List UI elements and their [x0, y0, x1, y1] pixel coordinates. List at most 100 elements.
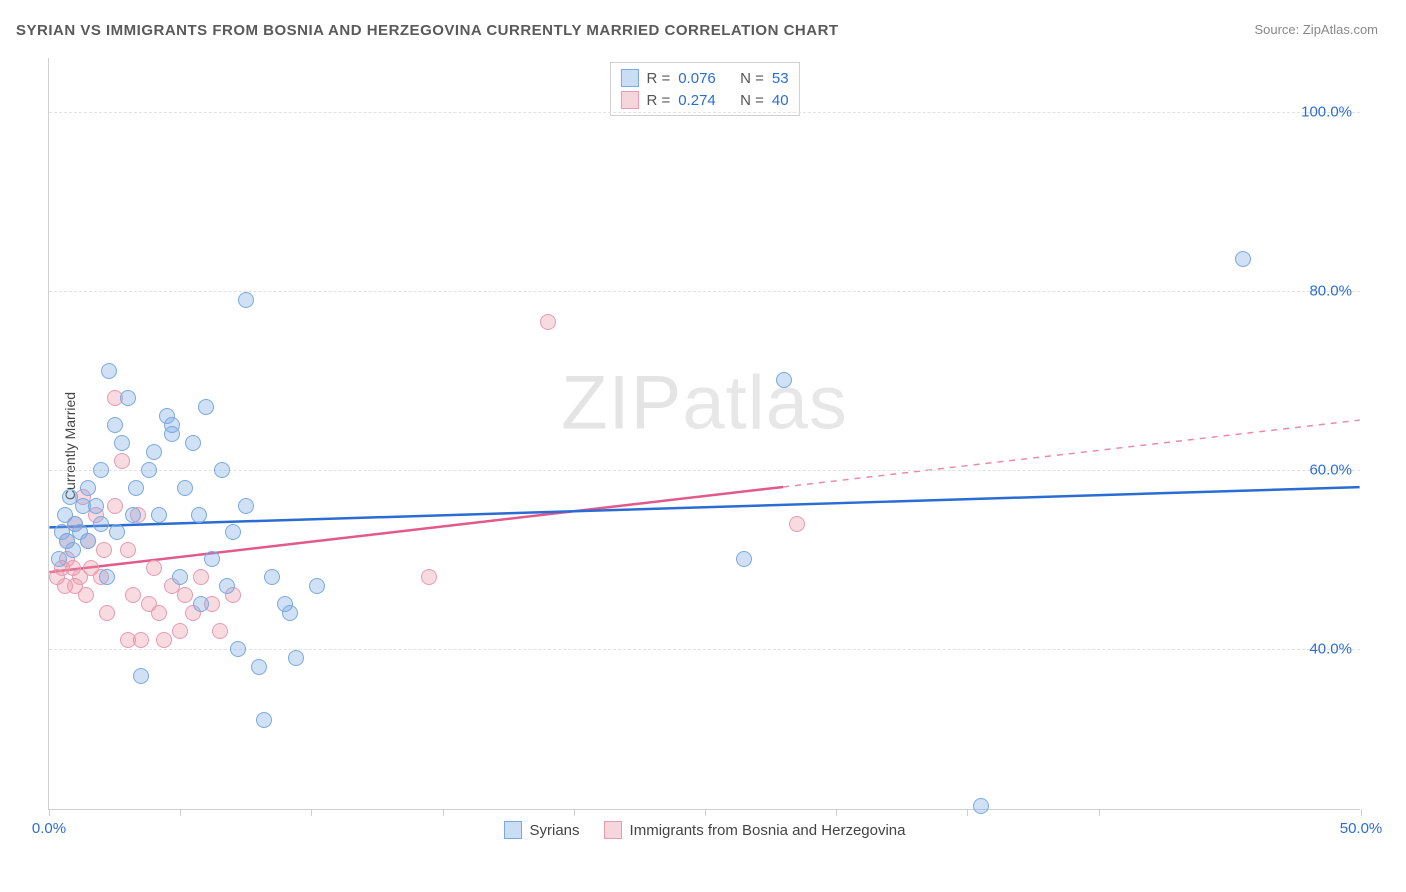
scatter-point [225, 524, 241, 540]
scatter-point [776, 372, 792, 388]
scatter-point [96, 542, 112, 558]
correlation-legend: R = 0.076 N = 53 R = 0.274 N = 40 [609, 62, 799, 116]
x-tick [49, 809, 50, 816]
x-tick [574, 809, 575, 816]
n-label: N = [740, 70, 764, 87]
n-value-series2: 40 [772, 92, 789, 109]
scatter-point [193, 596, 209, 612]
scatter-point [288, 650, 304, 666]
scatter-point [120, 542, 136, 558]
plot-area: ZIPatlas R = 0.076 N = 53 R = 0.274 N = … [48, 58, 1360, 810]
trend-lines-layer [49, 58, 1360, 809]
x-tick [967, 809, 968, 816]
scatter-point [1235, 251, 1251, 267]
x-tick [836, 809, 837, 816]
legend-row-series2: R = 0.274 N = 40 [620, 89, 788, 111]
scatter-point [238, 292, 254, 308]
scatter-point [120, 390, 136, 406]
r-label: R = [646, 92, 670, 109]
scatter-point [164, 417, 180, 433]
swatch-series1 [504, 821, 522, 839]
scatter-point [156, 632, 172, 648]
scatter-point [107, 417, 123, 433]
scatter-point [212, 623, 228, 639]
series-legend: Syrians Immigrants from Bosnia and Herze… [504, 821, 906, 839]
scatter-point [219, 578, 235, 594]
scatter-point [128, 480, 144, 496]
scatter-point [65, 542, 81, 558]
scatter-point [101, 363, 117, 379]
r-value-series1: 0.076 [678, 70, 716, 87]
scatter-point [133, 668, 149, 684]
source-label: Source: ZipAtlas.com [1254, 22, 1378, 37]
n-value-series1: 53 [772, 70, 789, 87]
n-label: N = [740, 92, 764, 109]
scatter-point [540, 314, 556, 330]
scatter-point [78, 587, 94, 603]
scatter-point [88, 498, 104, 514]
scatter-point [309, 578, 325, 594]
scatter-point [191, 507, 207, 523]
swatch-series1 [620, 69, 638, 87]
legend-row-series1: R = 0.076 N = 53 [620, 67, 788, 89]
scatter-point [172, 623, 188, 639]
x-tick [180, 809, 181, 816]
scatter-point [151, 605, 167, 621]
scatter-point [238, 498, 254, 514]
scatter-point [177, 480, 193, 496]
scatter-point [80, 480, 96, 496]
x-tick [311, 809, 312, 816]
scatter-point [230, 641, 246, 657]
scatter-point [256, 712, 272, 728]
y-tick-label: 80.0% [1309, 282, 1352, 299]
scatter-point [80, 533, 96, 549]
scatter-point [204, 551, 220, 567]
scatter-point [146, 444, 162, 460]
scatter-point [151, 507, 167, 523]
scatter-point [789, 516, 805, 532]
scatter-point [736, 551, 752, 567]
x-tick [443, 809, 444, 816]
scatter-point [107, 498, 123, 514]
scatter-point [193, 569, 209, 585]
scatter-point [93, 516, 109, 532]
scatter-point [114, 453, 130, 469]
scatter-point [177, 587, 193, 603]
swatch-series2 [604, 821, 622, 839]
scatter-point [109, 524, 125, 540]
scatter-point [185, 435, 201, 451]
scatter-point [133, 632, 149, 648]
x-tick [1361, 809, 1362, 816]
x-tick-label: 50.0% [1340, 820, 1383, 837]
swatch-series2 [620, 91, 638, 109]
x-tick-label: 0.0% [32, 820, 66, 837]
x-tick [705, 809, 706, 816]
y-tick-label: 100.0% [1301, 103, 1352, 120]
gridline [49, 112, 1360, 113]
r-label: R = [646, 70, 670, 87]
y-tick-label: 60.0% [1309, 461, 1352, 478]
scatter-point [114, 435, 130, 451]
scatter-point [93, 462, 109, 478]
scatter-point [99, 569, 115, 585]
gridline [49, 470, 1360, 471]
x-tick [1099, 809, 1100, 816]
scatter-point [214, 462, 230, 478]
scatter-point [421, 569, 437, 585]
chart-title: SYRIAN VS IMMIGRANTS FROM BOSNIA AND HER… [16, 22, 839, 39]
scatter-point [146, 560, 162, 576]
scatter-point [125, 587, 141, 603]
legend-item-series2: Immigrants from Bosnia and Herzegovina [604, 821, 906, 839]
legend-item-series1: Syrians [504, 821, 580, 839]
scatter-point [282, 605, 298, 621]
scatter-point [264, 569, 280, 585]
scatter-point [973, 798, 989, 814]
scatter-point [251, 659, 267, 675]
scatter-point [198, 399, 214, 415]
r-value-series2: 0.274 [678, 92, 716, 109]
legend-label-series1: Syrians [530, 822, 580, 839]
scatter-point [125, 507, 141, 523]
scatter-point [141, 462, 157, 478]
legend-label-series2: Immigrants from Bosnia and Herzegovina [630, 822, 906, 839]
y-tick-label: 40.0% [1309, 640, 1352, 657]
